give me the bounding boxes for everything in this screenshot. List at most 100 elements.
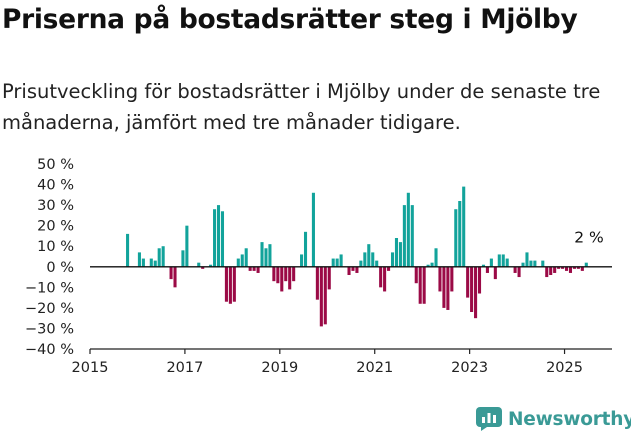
bar bbox=[331, 258, 335, 267]
bar bbox=[422, 266, 426, 304]
bar bbox=[351, 266, 355, 271]
bar bbox=[379, 266, 383, 288]
bar bbox=[367, 244, 371, 267]
bar bbox=[442, 266, 446, 308]
bar bbox=[371, 252, 375, 267]
bar bbox=[375, 260, 379, 267]
bar bbox=[284, 266, 288, 282]
bar bbox=[576, 266, 580, 269]
bar bbox=[485, 266, 489, 273]
bar bbox=[185, 225, 189, 267]
bar bbox=[137, 252, 141, 267]
y-tick-label: −20 % bbox=[25, 301, 74, 317]
x-tick-label: 2017 bbox=[166, 360, 203, 375]
bar bbox=[157, 248, 161, 267]
bar bbox=[462, 186, 466, 267]
bar bbox=[489, 258, 493, 267]
y-tick-label: 50 % bbox=[37, 157, 74, 173]
bar bbox=[533, 260, 537, 267]
bar bbox=[323, 266, 327, 325]
y-tick-label: 30 % bbox=[37, 198, 74, 214]
bar-series bbox=[126, 186, 588, 327]
bar bbox=[501, 254, 505, 267]
bar bbox=[240, 254, 244, 267]
bar bbox=[327, 266, 331, 290]
bar bbox=[252, 266, 256, 271]
bar bbox=[201, 266, 205, 269]
bar bbox=[541, 260, 545, 267]
bar bbox=[481, 264, 486, 267]
newsworthy-logo-icon bbox=[476, 407, 502, 431]
bar bbox=[553, 266, 557, 273]
bar bbox=[276, 266, 280, 284]
bar bbox=[398, 242, 402, 267]
bar bbox=[521, 262, 525, 267]
bar bbox=[545, 266, 549, 278]
bar bbox=[549, 266, 553, 275]
bar bbox=[387, 266, 391, 271]
bar bbox=[572, 266, 576, 269]
chart-title: Priserna på bostadsrätter steg i Mjölby bbox=[2, 4, 578, 35]
bar bbox=[224, 266, 228, 302]
bar bbox=[561, 266, 565, 269]
bar bbox=[430, 262, 434, 267]
bar bbox=[244, 248, 248, 267]
x-tick-label: 2015 bbox=[72, 360, 109, 375]
latest-value-annotation: 2 % bbox=[574, 229, 604, 247]
bar bbox=[248, 266, 252, 271]
x-tick-label: 2023 bbox=[451, 360, 488, 375]
bar bbox=[584, 262, 588, 267]
brand-logo: Newsworthy bbox=[476, 407, 631, 431]
bar bbox=[347, 266, 351, 275]
bar bbox=[126, 233, 130, 267]
bar bbox=[383, 266, 387, 292]
bar bbox=[339, 254, 343, 267]
bar bbox=[474, 266, 478, 319]
bar bbox=[220, 211, 225, 267]
bar bbox=[141, 258, 145, 267]
bar bbox=[173, 266, 177, 288]
bar bbox=[470, 266, 474, 312]
bar bbox=[517, 266, 521, 278]
y-axis: 50 % 40 % 30 % 20 % 10 % 0 % −10 % −20 % −30 % −4… bbox=[25, 157, 74, 358]
bar bbox=[434, 248, 438, 267]
bar bbox=[153, 260, 157, 267]
bar bbox=[410, 205, 414, 267]
bar bbox=[264, 248, 268, 267]
bar bbox=[315, 266, 319, 300]
x-tick-label: 2025 bbox=[546, 360, 583, 375]
bar bbox=[161, 246, 165, 267]
bar bbox=[466, 266, 470, 298]
bar bbox=[169, 266, 173, 280]
y-tick-label: 10 % bbox=[37, 239, 74, 255]
bar bbox=[256, 266, 260, 273]
y-tick-label: 20 % bbox=[37, 219, 74, 235]
bar bbox=[568, 266, 573, 273]
bar bbox=[580, 266, 584, 271]
bar bbox=[228, 266, 232, 304]
bar bbox=[426, 264, 430, 267]
bar bbox=[359, 260, 363, 267]
bar bbox=[272, 266, 276, 282]
bar bbox=[454, 209, 458, 267]
bar bbox=[280, 266, 284, 292]
bar bbox=[268, 244, 272, 267]
bar bbox=[292, 266, 296, 282]
bar bbox=[406, 192, 410, 267]
bar bbox=[363, 252, 367, 267]
bar bbox=[181, 250, 185, 267]
bar bbox=[355, 266, 359, 273]
y-tick-label: −10 % bbox=[25, 280, 74, 296]
bar bbox=[564, 266, 569, 271]
brand-name: Newsworthy bbox=[508, 408, 631, 430]
y-tick-label: 0 % bbox=[46, 260, 74, 276]
bar bbox=[216, 205, 221, 267]
bar bbox=[394, 238, 399, 267]
bar bbox=[477, 266, 482, 294]
bar bbox=[260, 242, 264, 267]
bar bbox=[209, 264, 213, 267]
bar bbox=[513, 266, 517, 273]
bar bbox=[303, 231, 308, 267]
bar bbox=[557, 266, 561, 269]
bar bbox=[505, 258, 509, 267]
